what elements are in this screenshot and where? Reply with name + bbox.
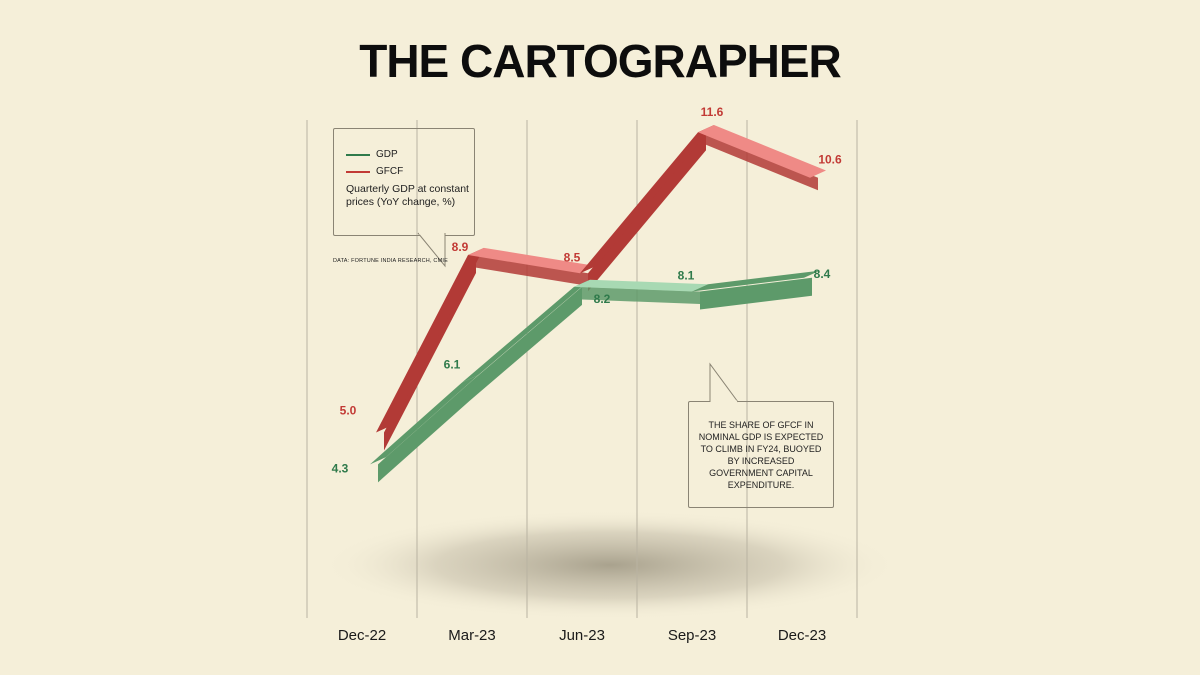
gdp-value-label: 8.1 [678, 268, 695, 282]
x-tick-label: Jun-23 [559, 627, 605, 644]
annotation-pointer-icon [709, 362, 739, 403]
gdp-ribbon-segment [692, 270, 820, 292]
data-source: DATA: FORTUNE INDIA RESEARCH, CMIE [333, 258, 448, 264]
gdp-value-label: 4.3 [332, 461, 349, 475]
gfcf-ribbon-segment [468, 247, 596, 274]
legend-item-gfcf: GFCF [346, 166, 403, 177]
x-tick-label: Sep-23 [668, 627, 716, 644]
gfcf-ribbon-side [476, 255, 588, 286]
gdp-ribbon-side [470, 286, 582, 401]
gfcf-value-label: 8.5 [564, 250, 581, 264]
gdp-ribbon-segment [370, 375, 478, 465]
legend-label-gfcf: GFCF [376, 166, 404, 177]
x-tick-label: Dec-22 [338, 627, 386, 644]
gdp-ribbon-segment [462, 279, 590, 383]
gdp-value-label: 6.1 [444, 357, 461, 371]
legend-box: GDP GFCF Quarterly GDP at constant price… [333, 128, 475, 236]
gdp-value-label: 8.2 [594, 292, 611, 306]
x-tick-label: Mar-23 [448, 627, 496, 644]
gdp-ribbon-side [378, 382, 470, 483]
gdp-swatch-icon [346, 153, 370, 156]
legend-label-gdp: GDP [376, 149, 398, 160]
x-tick-label: Dec-23 [778, 627, 826, 644]
gfcf-value-label: 10.6 [818, 153, 842, 167]
gfcf-ribbon-side [588, 132, 706, 292]
page-title: THE CARTOGRAPHER [359, 35, 842, 87]
legend-description: Quarterly GDP at constant prices (YoY ch… [346, 183, 469, 208]
gfcf-ribbon-segment [580, 125, 714, 274]
annotation-text: THE SHARE OF GFCF IN NOMINAL GDP IS EXPE… [698, 419, 824, 490]
gdp-ribbon-side [582, 286, 700, 305]
legend-callout-pointer-icon [417, 232, 446, 268]
gfcf-value-label: 8.9 [452, 240, 469, 254]
gdp-value-label: 8.4 [814, 267, 831, 281]
ground-shadow [320, 510, 900, 620]
gfcf-swatch-icon [346, 170, 370, 173]
annotation-box: THE SHARE OF GFCF IN NOMINAL GDP IS EXPE… [688, 401, 834, 508]
gfcf-ribbon-segment [376, 247, 484, 433]
legend-item-gdp: GDP [346, 149, 398, 160]
gfcf-value-label: 5.0 [340, 404, 357, 418]
gdp-ribbon-side [700, 277, 812, 310]
gdp-ribbon-segment [574, 279, 708, 292]
gfcf-ribbon-segment [698, 125, 826, 178]
gfcf-value-label: 11.6 [701, 105, 724, 119]
